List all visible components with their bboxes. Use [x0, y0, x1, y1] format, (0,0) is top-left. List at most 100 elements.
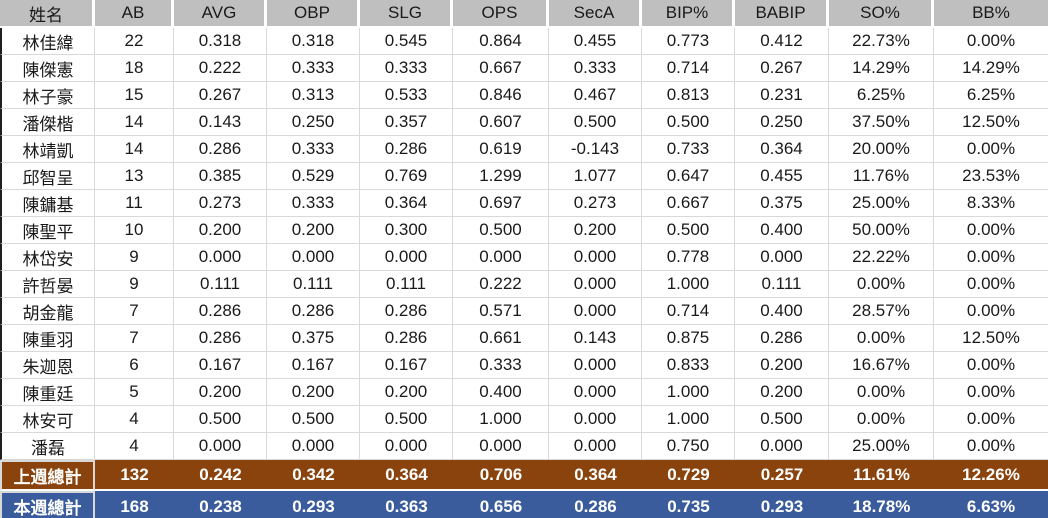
- player-name-cell[interactable]: 林佳緯: [0, 28, 95, 55]
- stat-cell[interactable]: 0.619: [453, 136, 549, 163]
- stat-cell[interactable]: 0.143: [174, 109, 267, 136]
- stat-cell[interactable]: 0.00%: [934, 379, 1048, 406]
- stat-cell[interactable]: 0.333: [360, 55, 453, 82]
- stat-cell[interactable]: 0.167: [174, 352, 267, 379]
- stat-cell[interactable]: 0.500: [642, 109, 735, 136]
- stat-cell[interactable]: 0.286: [360, 325, 453, 352]
- stat-cell[interactable]: 0.286: [174, 136, 267, 163]
- stat-cell[interactable]: 0.769: [360, 163, 453, 190]
- stat-cell[interactable]: 0.667: [453, 55, 549, 82]
- header-cell-avg[interactable]: AVG: [174, 0, 267, 28]
- stat-cell[interactable]: 12.50%: [934, 109, 1048, 136]
- player-name-cell[interactable]: 陳重羽: [0, 325, 95, 352]
- stat-cell[interactable]: 0.286: [174, 298, 267, 325]
- stat-cell[interactable]: 0.143: [549, 325, 642, 352]
- total-label-last-week[interactable]: 上週總計: [0, 460, 95, 491]
- stat-cell[interactable]: 0.000: [174, 433, 267, 460]
- total-stat-cell[interactable]: 168: [95, 491, 174, 518]
- player-name-cell[interactable]: 陳傑憲: [0, 55, 95, 82]
- stat-cell[interactable]: 0.200: [174, 217, 267, 244]
- stat-cell[interactable]: 1.000: [642, 271, 735, 298]
- stat-cell[interactable]: 14: [95, 109, 174, 136]
- stat-cell[interactable]: 0.222: [453, 271, 549, 298]
- stat-cell[interactable]: 0.833: [642, 352, 735, 379]
- stat-cell[interactable]: 0.333: [267, 136, 360, 163]
- stat-cell[interactable]: 10: [95, 217, 174, 244]
- stat-cell[interactable]: 0.533: [360, 82, 453, 109]
- stat-cell[interactable]: 0.273: [549, 190, 642, 217]
- stat-cell[interactable]: 9: [95, 244, 174, 271]
- stat-cell[interactable]: 0.467: [549, 82, 642, 109]
- stat-cell[interactable]: 7: [95, 325, 174, 352]
- total-stat-cell[interactable]: 0.364: [549, 460, 642, 491]
- stat-cell[interactable]: 1.000: [453, 406, 549, 433]
- stat-cell[interactable]: 0.000: [453, 433, 549, 460]
- stat-cell[interactable]: 0.333: [549, 55, 642, 82]
- stat-cell[interactable]: 0.375: [735, 190, 829, 217]
- stat-cell[interactable]: 0.000: [735, 433, 829, 460]
- player-name-cell[interactable]: 胡金龍: [0, 298, 95, 325]
- stat-cell[interactable]: 0.364: [735, 136, 829, 163]
- header-cell-name[interactable]: 姓名: [0, 0, 95, 28]
- total-stat-cell[interactable]: 0.257: [735, 460, 829, 491]
- stat-cell[interactable]: 14.29%: [829, 55, 934, 82]
- stat-cell[interactable]: 6.25%: [934, 82, 1048, 109]
- header-cell-bb-pct[interactable]: BB%: [934, 0, 1048, 28]
- stat-cell[interactable]: 0.00%: [934, 298, 1048, 325]
- header-cell-ab[interactable]: AB: [95, 0, 174, 28]
- stat-cell[interactable]: 0.267: [174, 82, 267, 109]
- stat-cell[interactable]: 0.400: [735, 298, 829, 325]
- total-stat-cell[interactable]: 0.242: [174, 460, 267, 491]
- stat-cell[interactable]: 9: [95, 271, 174, 298]
- stat-cell[interactable]: 0.846: [453, 82, 549, 109]
- total-stat-cell[interactable]: 0.286: [549, 491, 642, 518]
- stat-cell[interactable]: 0.500: [642, 217, 735, 244]
- total-stat-cell[interactable]: 11.61%: [829, 460, 934, 491]
- stat-cell[interactable]: 0.000: [549, 379, 642, 406]
- player-name-cell[interactable]: 邱智呈: [0, 163, 95, 190]
- stat-cell[interactable]: 0.000: [360, 244, 453, 271]
- stat-cell[interactable]: 25.00%: [829, 433, 934, 460]
- stat-cell[interactable]: 0.667: [642, 190, 735, 217]
- stat-cell[interactable]: 0.000: [549, 352, 642, 379]
- header-cell-seca[interactable]: SecA: [549, 0, 642, 28]
- stat-cell[interactable]: 0.412: [735, 28, 829, 55]
- stat-cell[interactable]: 0.00%: [934, 406, 1048, 433]
- stat-cell[interactable]: 1.000: [642, 406, 735, 433]
- stat-cell[interactable]: 7: [95, 298, 174, 325]
- stat-cell[interactable]: 6.25%: [829, 82, 934, 109]
- stat-cell[interactable]: 0.286: [735, 325, 829, 352]
- stat-cell[interactable]: 0.357: [360, 109, 453, 136]
- stat-cell[interactable]: 25.00%: [829, 190, 934, 217]
- stat-cell[interactable]: 11: [95, 190, 174, 217]
- stat-cell[interactable]: 0.286: [360, 298, 453, 325]
- stat-cell[interactable]: 0.286: [174, 325, 267, 352]
- stat-cell[interactable]: 1.077: [549, 163, 642, 190]
- stat-cell[interactable]: 0.200: [267, 217, 360, 244]
- stat-cell[interactable]: 0.333: [267, 190, 360, 217]
- stat-cell[interactable]: 0.00%: [829, 379, 934, 406]
- stat-cell[interactable]: 0.267: [735, 55, 829, 82]
- stat-cell[interactable]: 0.333: [453, 352, 549, 379]
- stat-cell[interactable]: 0.167: [360, 352, 453, 379]
- stat-cell[interactable]: 0.000: [174, 244, 267, 271]
- header-cell-bip-pct[interactable]: BIP%: [642, 0, 735, 28]
- stat-cell[interactable]: 0.875: [642, 325, 735, 352]
- player-name-cell[interactable]: 陳聖平: [0, 217, 95, 244]
- stat-cell[interactable]: 5: [95, 379, 174, 406]
- stat-cell[interactable]: 11.76%: [829, 163, 934, 190]
- stat-cell[interactable]: 14.29%: [934, 55, 1048, 82]
- stat-cell[interactable]: 0.000: [360, 433, 453, 460]
- player-name-cell[interactable]: 朱迦恩: [0, 352, 95, 379]
- stat-cell[interactable]: 0.00%: [934, 271, 1048, 298]
- stat-cell[interactable]: 13: [95, 163, 174, 190]
- stat-cell[interactable]: 0.571: [453, 298, 549, 325]
- stat-cell[interactable]: 0.00%: [934, 136, 1048, 163]
- stat-cell[interactable]: 0.661: [453, 325, 549, 352]
- player-name-cell[interactable]: 林安可: [0, 406, 95, 433]
- player-name-cell[interactable]: 陳重廷: [0, 379, 95, 406]
- stat-cell[interactable]: 0.500: [174, 406, 267, 433]
- stat-cell[interactable]: 0.200: [549, 217, 642, 244]
- stat-cell[interactable]: 22.22%: [829, 244, 934, 271]
- stat-cell[interactable]: 0.500: [549, 109, 642, 136]
